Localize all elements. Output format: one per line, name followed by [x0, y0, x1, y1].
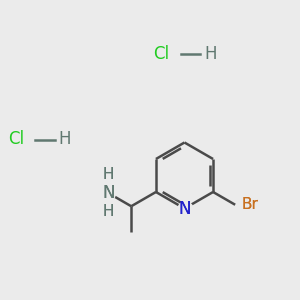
Text: N: N — [102, 184, 115, 202]
Text: Br: Br — [242, 197, 259, 212]
Text: N: N — [178, 200, 191, 217]
Text: Cl: Cl — [8, 130, 24, 148]
Text: H: H — [103, 205, 114, 220]
Text: Br: Br — [242, 197, 259, 212]
Text: Cl: Cl — [153, 45, 170, 63]
Text: H: H — [103, 167, 114, 182]
Text: N: N — [102, 184, 115, 202]
Text: H: H — [103, 205, 114, 220]
Text: H: H — [103, 167, 114, 182]
Text: N: N — [178, 200, 191, 217]
Text: H: H — [58, 130, 71, 148]
Text: H: H — [204, 45, 217, 63]
